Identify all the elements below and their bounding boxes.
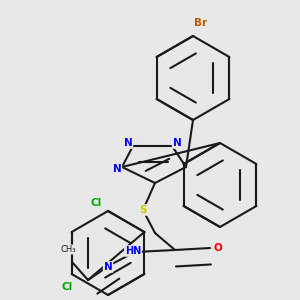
Text: Br: Br [194, 18, 208, 28]
Text: O: O [214, 243, 222, 253]
Text: Cl: Cl [90, 198, 102, 208]
Text: N: N [124, 138, 132, 148]
Text: HN: HN [125, 246, 141, 256]
Text: S: S [139, 205, 147, 215]
Text: N: N [103, 262, 112, 272]
Text: N: N [112, 164, 122, 174]
Text: Cl: Cl [61, 282, 72, 292]
Text: N: N [172, 138, 182, 148]
Text: CH₃: CH₃ [60, 245, 76, 254]
